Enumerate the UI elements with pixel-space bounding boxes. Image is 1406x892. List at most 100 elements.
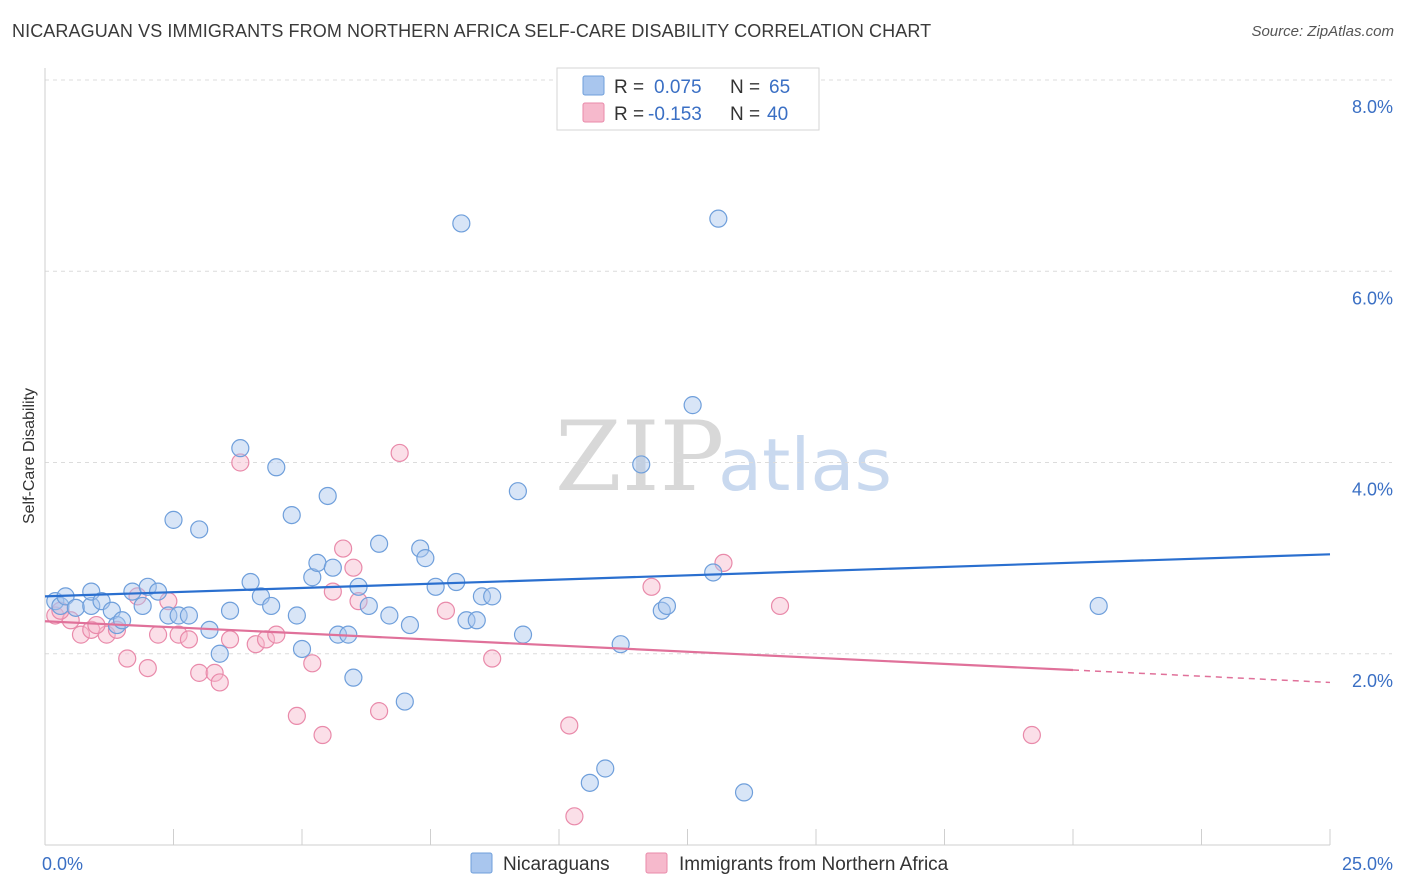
chart-title: NICARAGUAN VS IMMIGRANTS FROM NORTHERN A… — [12, 21, 932, 41]
data-point-nicaraguans — [282, 505, 301, 525]
data-point-nicaraguans — [483, 587, 502, 606]
legend-r-value-blue: 0.075 — [654, 77, 702, 98]
data-point-northern-africa — [344, 558, 363, 577]
data-point-nicaraguans — [308, 553, 327, 573]
bottom-legend-label-northern-africa: Immigrants from Northern Africa — [679, 854, 949, 875]
trend-line-nicaraguans — [44, 553, 1331, 598]
data-point-nicaraguans — [169, 606, 188, 625]
data-point-nicaraguans — [683, 396, 702, 415]
data-point-nicaraguans — [82, 596, 101, 616]
data-point-nicaraguans — [303, 568, 322, 587]
legend-r-label-pink: R = — [614, 104, 644, 125]
correlation-legend: R = 0.075 N = 65 R = -0.153 N = 40 — [556, 67, 820, 131]
data-point-nicaraguans — [452, 214, 471, 233]
x-tick-label-max: 25.0% — [1342, 854, 1393, 874]
trend-line-northern-africa-extension — [1072, 669, 1331, 684]
data-point-nicaraguans — [323, 558, 342, 577]
data-point-nicaraguans — [611, 635, 630, 654]
bottom-legend-swatch-blue — [470, 852, 493, 874]
y-tick-label: 8.0% — [1352, 97, 1393, 117]
data-point-northern-africa — [267, 625, 286, 644]
data-point-northern-africa — [246, 635, 265, 654]
data-point-nicaraguans — [359, 596, 378, 616]
legend-swatch-blue — [582, 75, 605, 96]
data-point-nicaraguans — [133, 596, 152, 616]
data-point-nicaraguans — [596, 759, 615, 778]
data-point-nicaraguans — [734, 783, 754, 802]
data-point-northern-africa — [148, 625, 168, 644]
data-point-northern-africa — [483, 649, 502, 668]
data-point-nicaraguans — [416, 549, 435, 568]
data-point-northern-africa — [436, 601, 456, 620]
legend-swatch-pink — [582, 102, 605, 123]
data-point-northern-africa — [313, 725, 332, 745]
data-point-northern-africa — [118, 649, 137, 668]
x-tick-label-min: 0.0% — [42, 854, 83, 874]
data-point-northern-africa — [51, 601, 70, 620]
data-point-northern-africa — [220, 630, 240, 649]
data-point-nicaraguans — [190, 520, 209, 539]
trend-line-northern-africa — [44, 620, 1074, 672]
data-point-northern-africa — [642, 577, 661, 596]
data-point-nicaraguans — [164, 510, 183, 529]
data-point-northern-africa — [169, 625, 188, 644]
data-point-nicaraguans — [66, 598, 85, 617]
data-point-northern-africa — [565, 807, 584, 826]
data-point-northern-africa — [71, 625, 91, 644]
x-ticks — [173, 829, 1331, 845]
data-point-nicaraguans — [457, 611, 476, 630]
y-tick-labels: 2.0% 4.0% 6.0% 8.0% — [1352, 97, 1393, 691]
data-point-nicaraguans — [267, 458, 286, 477]
data-point-nicaraguans — [51, 596, 70, 616]
series-legend: Nicaraguans Immigrants from Northern Afr… — [470, 852, 949, 875]
data-point-nicaraguans — [508, 482, 527, 501]
data-point-nicaraguans — [472, 587, 491, 606]
data-point-northern-africa — [205, 663, 224, 682]
legend-r-value-pink: -0.153 — [648, 104, 702, 125]
series-northern-africa-points — [46, 443, 1041, 826]
legend-n-value-blue: 65 — [769, 77, 790, 98]
legend-r-label-blue: R = — [614, 77, 644, 98]
data-point-nicaraguans — [709, 209, 728, 228]
y-tick-label: 2.0% — [1352, 671, 1393, 691]
bottom-legend-label-nicaraguans: Nicaraguans — [503, 854, 610, 875]
data-point-northern-africa — [349, 592, 368, 611]
data-point-nicaraguans — [426, 577, 445, 596]
data-point-northern-africa — [1022, 725, 1041, 745]
bottom-legend-swatch-pink — [645, 852, 668, 874]
data-point-nicaraguans — [380, 606, 399, 625]
data-point-nicaraguans — [210, 644, 229, 663]
data-point-northern-africa — [287, 706, 306, 726]
data-point-nicaraguans — [287, 606, 306, 625]
data-point-nicaraguans — [159, 606, 178, 625]
data-point-northern-africa — [390, 443, 409, 463]
y-tick-label: 6.0% — [1352, 288, 1393, 308]
data-point-nicaraguans — [318, 486, 337, 506]
y-axis-label: Self-Care Disability — [21, 388, 38, 524]
data-point-northern-africa — [138, 658, 157, 678]
data-point-northern-africa — [370, 702, 389, 721]
data-point-nicaraguans — [262, 596, 281, 616]
data-point-northern-africa — [210, 673, 229, 692]
data-point-northern-africa — [179, 630, 199, 649]
data-point-northern-africa — [323, 582, 342, 601]
y-tick-label: 4.0% — [1352, 480, 1393, 500]
data-point-nicaraguans — [513, 625, 533, 644]
data-point-nicaraguans — [344, 668, 363, 687]
data-point-nicaraguans — [231, 439, 250, 458]
data-point-nicaraguans — [704, 563, 723, 582]
data-point-nicaraguans — [395, 692, 414, 711]
watermark-zip: ZIP — [555, 401, 724, 513]
data-point-northern-africa — [87, 615, 106, 635]
data-point-northern-africa — [303, 654, 322, 673]
trend-lines — [44, 553, 1331, 684]
data-point-northern-africa — [560, 716, 579, 735]
data-point-nicaraguans — [1089, 596, 1108, 616]
data-point-nicaraguans — [292, 639, 312, 659]
data-point-nicaraguans — [467, 611, 486, 630]
data-point-northern-africa — [231, 453, 250, 472]
data-point-nicaraguans — [657, 596, 677, 616]
data-point-nicaraguans — [138, 577, 157, 596]
data-point-nicaraguans — [632, 455, 651, 474]
